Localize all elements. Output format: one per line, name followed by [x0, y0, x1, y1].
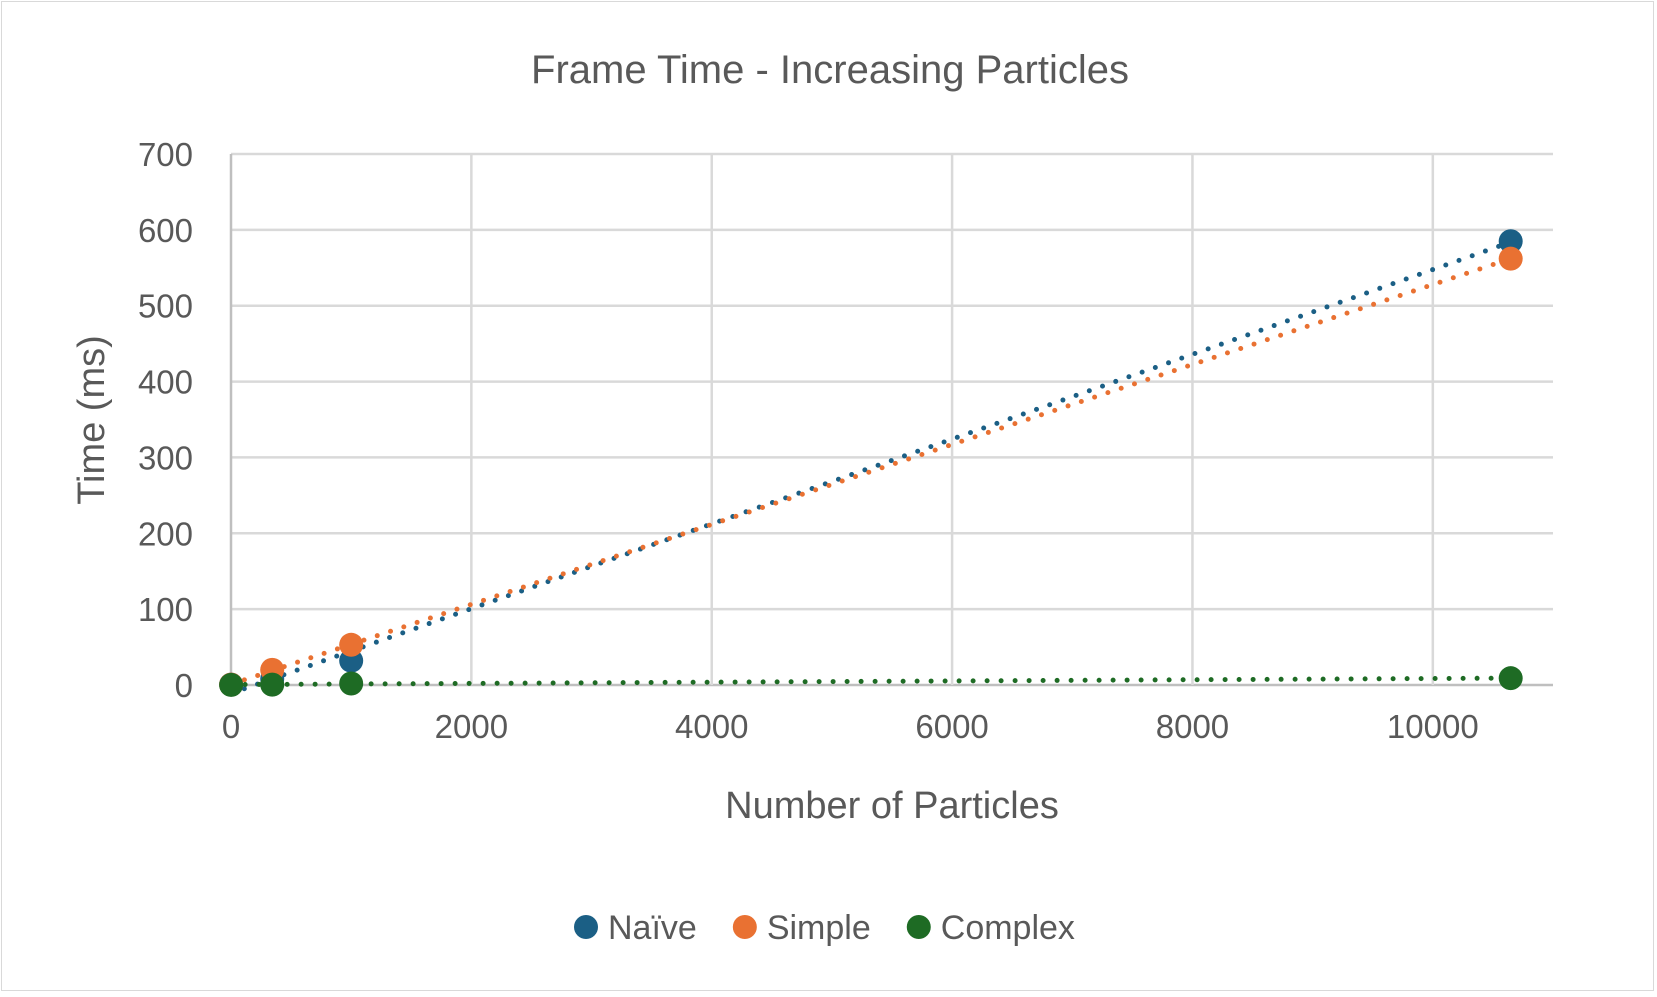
data-point-complex [260, 672, 285, 697]
legend-label: Naïve [608, 909, 697, 947]
x-tick-label: 0 [222, 708, 240, 745]
x-tick-label: 6000 [915, 708, 988, 745]
legend-label: Simple [767, 909, 871, 947]
x-tick-label: 2000 [435, 708, 508, 745]
trendline-simple [228, 256, 1514, 687]
chart-title: Frame Time - Increasing Particles [531, 48, 1129, 92]
y-tick-label: 0 [175, 667, 193, 704]
data-point-complex [219, 672, 244, 697]
y-tick-label: 100 [138, 591, 193, 628]
trendline-naïve [228, 239, 1514, 696]
y-tick-label: 300 [138, 439, 193, 476]
data-point-simple [1498, 246, 1523, 271]
legend-label: Complex [941, 909, 1075, 947]
trendline-complex [228, 675, 1514, 688]
data-point-complex [339, 671, 364, 696]
legend-marker [732, 915, 757, 939]
x-tick-label: 10000 [1387, 708, 1479, 745]
x-tick-label: 4000 [675, 708, 748, 745]
legend-marker [906, 915, 931, 939]
y-tick-label: 500 [138, 288, 193, 325]
y-tick-label: 400 [138, 364, 193, 401]
y-tick-label: 200 [138, 515, 193, 552]
y-tick-label: 600 [138, 212, 193, 249]
x-tick-label: 8000 [1156, 708, 1229, 745]
data-point-naïve [1498, 229, 1523, 254]
y-tick-label: 700 [138, 136, 193, 173]
x-axis-label: Number of Particles [725, 785, 1059, 827]
y-axis-label: Time (ms) [71, 335, 113, 505]
legend-marker [574, 915, 598, 939]
data-point-simple [339, 632, 364, 657]
data-point-complex [1498, 666, 1523, 691]
